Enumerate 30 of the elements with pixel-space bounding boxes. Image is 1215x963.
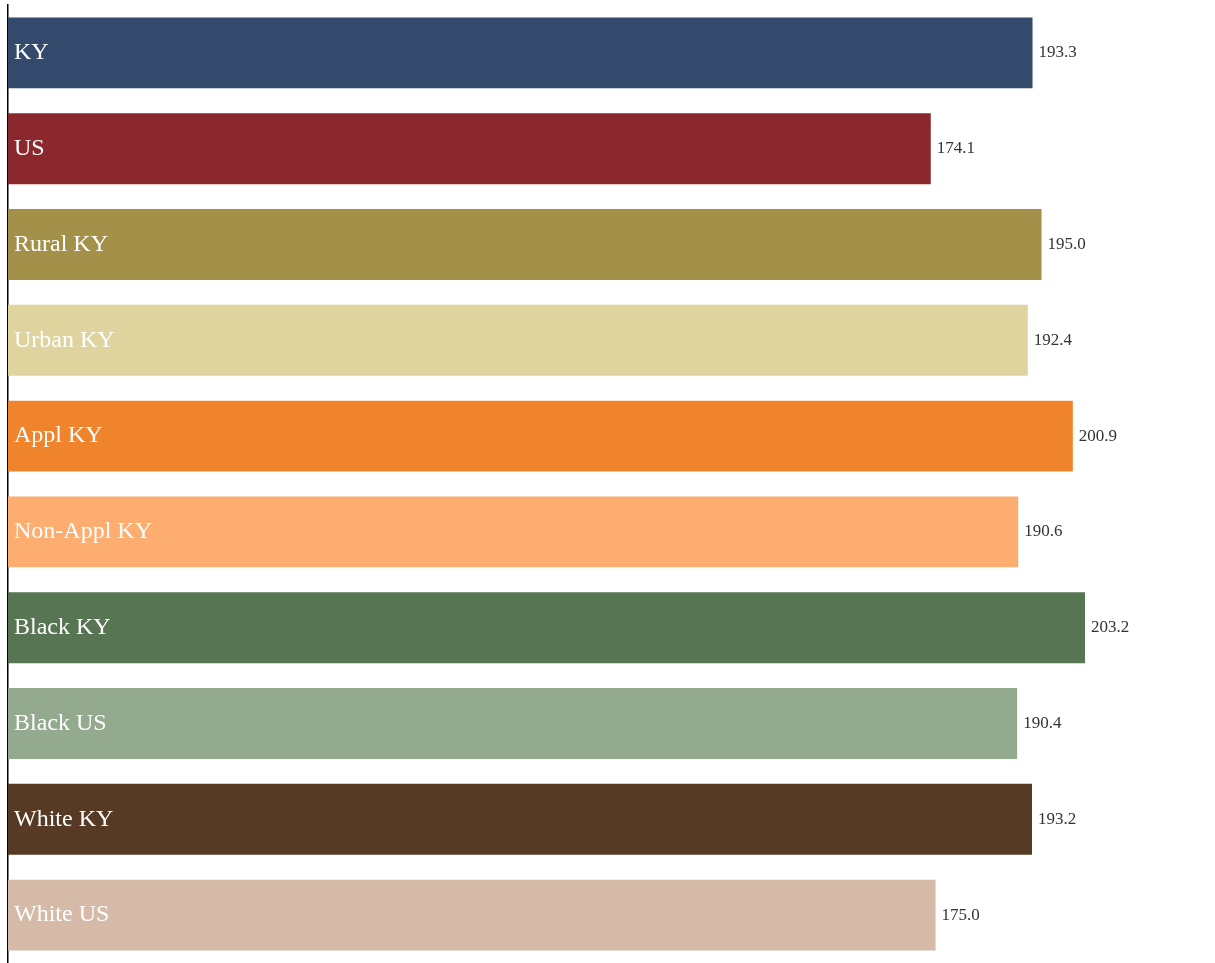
data-label: 193.3 — [1038, 42, 1077, 62]
data-label: 192.4 — [1033, 329, 1073, 349]
data-label: 174.1 — [936, 138, 976, 158]
bar — [8, 783, 1032, 855]
y-tick-label: White US — [14, 900, 110, 927]
bar — [8, 209, 1042, 280]
y-tick-label: Appl KY — [14, 421, 103, 448]
data-label: 190.6 — [1024, 521, 1063, 541]
bar — [8, 113, 931, 185]
y-tick-label: White KY — [14, 804, 114, 831]
bar — [8, 688, 1018, 759]
y-tick-label: Rural KY — [14, 229, 108, 256]
y-tick-label: KY — [14, 38, 49, 65]
y-tick-label: Black US — [14, 708, 107, 735]
y-tick-label: US — [14, 134, 45, 160]
y-tick-label: Urban KY — [14, 325, 115, 352]
bar — [8, 879, 936, 951]
y-tick-label: Black KY — [14, 613, 111, 639]
data-label: 195.0 — [1047, 233, 1086, 253]
data-label: 175.0 — [941, 904, 980, 924]
data-label: 193.2 — [1038, 808, 1077, 828]
bar — [8, 304, 1028, 376]
y-tick-label: Non-Appl KY — [14, 517, 152, 544]
data-label: 203.2 — [1091, 617, 1130, 637]
bar — [8, 17, 1033, 89]
bar — [8, 400, 1073, 472]
bar — [8, 592, 1085, 664]
bar — [8, 496, 1019, 568]
data-label: 190.4 — [1023, 712, 1062, 732]
data-label: 200.9 — [1078, 425, 1118, 445]
